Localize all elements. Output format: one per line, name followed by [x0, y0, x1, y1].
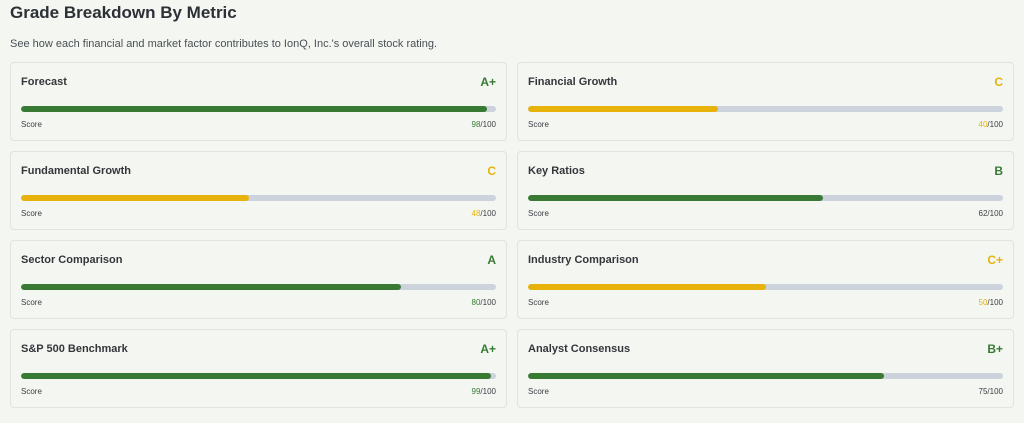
score-label: Score	[528, 298, 549, 307]
score-number: 98	[471, 120, 481, 129]
score-value: 50/100	[979, 298, 1003, 308]
score-max: /100	[480, 120, 496, 129]
metric-name: Sector Comparison	[21, 254, 123, 266]
metric-name: Analyst Consensus	[528, 343, 631, 355]
score-number: 99	[471, 387, 481, 396]
grade-badge: C	[487, 164, 496, 178]
page-subtitle: See how each financial and market factor…	[10, 38, 438, 50]
score-number: 62	[978, 209, 988, 218]
grade-badge: A+	[480, 75, 496, 89]
score-label: Score	[21, 209, 42, 218]
score-max: /100	[987, 387, 1003, 396]
metric-card-financial-growth: Financial Growth C Score 40/100	[517, 62, 1014, 141]
score-number: 80	[471, 298, 481, 307]
metric-card-forecast: Forecast A+ Score 98/100	[10, 62, 507, 141]
score-value: 99/100	[472, 387, 496, 397]
score-max: /100	[480, 298, 496, 307]
metric-card-industry-comparison: Industry Comparison C+ Score 50/100	[517, 240, 1014, 319]
metric-name: Forecast	[21, 76, 67, 88]
metric-name: S&P 500 Benchmark	[21, 343, 128, 355]
grade-badge: B+	[987, 342, 1003, 356]
grade-badge: B	[994, 164, 1003, 178]
score-number: 40	[978, 120, 988, 129]
score-label: Score	[21, 120, 42, 129]
score-max: /100	[480, 387, 496, 396]
score-value: 75/100	[979, 387, 1003, 397]
score-value: 48/100	[472, 209, 496, 219]
score-bar-fill	[21, 106, 487, 112]
score-bar-fill	[528, 373, 885, 379]
score-bar-fill	[21, 373, 492, 379]
grade-badge: A	[487, 253, 496, 267]
score-number: 50	[978, 298, 988, 307]
grade-badge: C+	[987, 253, 1003, 267]
score-label: Score	[528, 120, 549, 129]
score-bar-fill	[528, 284, 766, 290]
metric-name: Key Ratios	[528, 165, 585, 177]
score-value: 40/100	[979, 120, 1003, 130]
grade-breakdown-section: Grade Breakdown By Metric See how each f…	[10, 3, 1014, 408]
grade-badge: C	[994, 75, 1003, 89]
metric-card-analyst-consensus: Analyst Consensus B+ Score 75/100	[517, 329, 1014, 408]
score-bar-fill	[21, 195, 249, 201]
metric-grid: Forecast A+ Score 98/100 Financial Growt…	[10, 62, 1014, 408]
score-bar-fill	[528, 106, 718, 112]
score-value: 62/100	[979, 209, 1003, 219]
score-label: Score	[21, 387, 42, 396]
metric-name: Fundamental Growth	[21, 165, 131, 177]
score-max: /100	[987, 120, 1003, 129]
score-bar	[21, 195, 496, 201]
grade-badge: A+	[480, 342, 496, 356]
metric-card-fundamental-growth: Fundamental Growth C Score 48/100	[10, 151, 507, 230]
score-bar-fill	[528, 195, 823, 201]
score-max: /100	[987, 298, 1003, 307]
score-value: 98/100	[472, 120, 496, 130]
metric-card-sector-comparison: Sector Comparison A Score 80/100	[10, 240, 507, 319]
score-bar	[528, 106, 1003, 112]
score-bar-fill	[21, 284, 401, 290]
page-title: Grade Breakdown By Metric	[10, 3, 237, 22]
metric-name: Industry Comparison	[528, 254, 639, 266]
score-number: 75	[978, 387, 988, 396]
score-value: 80/100	[472, 298, 496, 308]
score-max: /100	[480, 209, 496, 218]
metric-name: Financial Growth	[528, 76, 618, 88]
score-label: Score	[528, 387, 549, 396]
score-bar	[528, 284, 1003, 290]
score-bar	[21, 106, 496, 112]
score-label: Score	[21, 298, 42, 307]
metric-card-key-ratios: Key Ratios B Score 62/100	[517, 151, 1014, 230]
score-bar	[528, 195, 1003, 201]
score-bar	[21, 284, 496, 290]
score-number: 48	[471, 209, 481, 218]
score-max: /100	[987, 209, 1003, 218]
score-label: Score	[528, 209, 549, 218]
score-bar	[528, 373, 1003, 379]
score-bar	[21, 373, 496, 379]
metric-card-sp500-benchmark: S&P 500 Benchmark A+ Score 99/100	[10, 329, 507, 408]
